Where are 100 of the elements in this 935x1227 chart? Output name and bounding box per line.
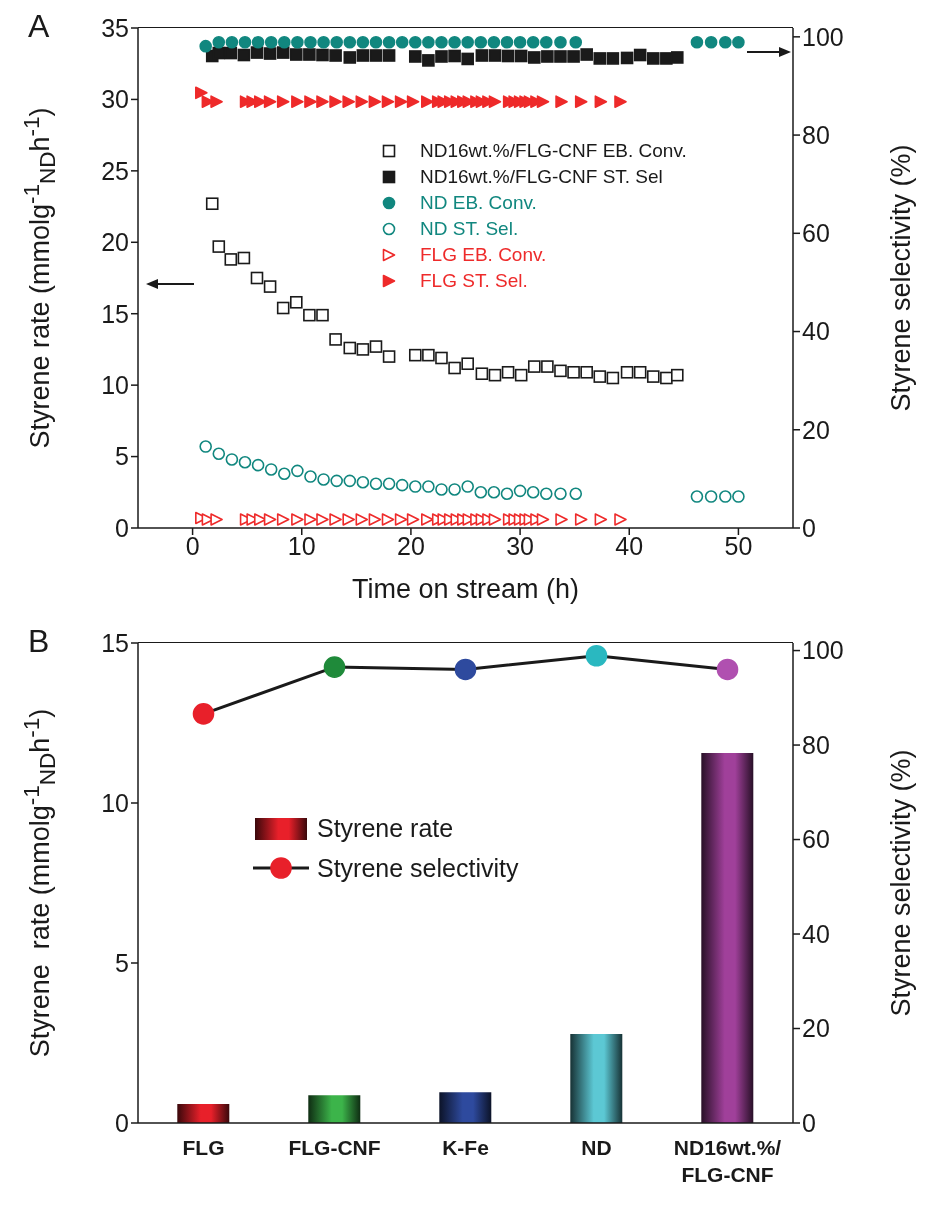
point [420,513,434,526]
y-tick-label: 35 [101,13,129,42]
y-tick-label: 5 [115,442,129,471]
point [192,703,215,725]
point [276,301,290,315]
chart-title: A [28,8,50,44]
bar [701,753,754,1123]
point [422,348,435,362]
point [381,95,395,108]
point [329,95,342,108]
point [210,513,223,526]
point [501,365,515,379]
y-tick-label: 5 [115,948,129,977]
point [304,470,317,483]
point [369,477,383,491]
point [382,35,396,49]
point [435,35,448,49]
point [289,48,303,61]
point [225,35,239,49]
point [435,483,448,496]
point [237,251,251,265]
point [212,35,226,49]
point [224,253,238,266]
x-tick-label: K-Fe [442,1136,489,1159]
point [420,95,434,108]
point [199,440,212,453]
point [238,35,252,49]
point [569,487,583,501]
point [395,35,409,49]
point [263,47,277,60]
point [408,480,422,493]
point [330,474,343,488]
point [732,35,745,49]
point [704,35,718,49]
point [382,477,396,491]
bar [439,1092,492,1123]
point [474,485,488,499]
y2-tick-label: 20 [802,1014,830,1043]
x-tick-label: ND16wt.%/FLG-CNF [673,1136,782,1186]
point [238,455,252,469]
point [501,49,515,63]
point [303,48,316,61]
point [554,50,567,63]
y-tick-label: 15 [101,628,129,657]
x-tick-label: 30 [506,531,534,560]
point [475,367,489,381]
point [368,513,382,526]
point [474,35,488,49]
point [526,485,540,499]
point [195,86,208,100]
point [488,49,502,62]
point [555,513,568,526]
y2-tick-label: 100 [802,636,844,665]
point [316,48,329,62]
point [574,95,588,108]
point [251,35,265,49]
point [277,467,291,481]
point [454,658,477,681]
point [487,485,501,499]
point [670,368,684,382]
bar [570,1034,623,1123]
point [593,370,607,383]
point [343,341,357,355]
point [448,49,461,63]
point [574,513,588,526]
point [289,295,303,309]
point [719,490,732,503]
point [329,49,342,62]
x-tick-label: FLG [182,1136,225,1159]
chart-title: B [28,623,50,659]
point [567,365,580,379]
point [264,463,278,476]
point [329,333,342,346]
y2-tick-label: 60 [802,825,830,854]
y2-tick-label: 100 [802,22,844,51]
y2-tick-label: 20 [802,415,830,444]
point [237,48,251,62]
point [276,513,290,526]
point [382,49,396,62]
legend-label: ND EB. Conv. [420,192,537,213]
point [554,487,567,501]
point [264,35,278,49]
point [422,480,435,493]
bar [177,1104,230,1123]
x-tick-label: 40 [615,531,644,560]
point [536,95,550,108]
y-tick-label: 25 [101,156,129,185]
point [620,51,634,65]
point [719,35,732,49]
point [690,490,704,503]
point [291,513,304,526]
point [513,35,527,49]
x-tick-label: 20 [397,531,425,560]
point [369,49,383,62]
point [276,95,290,108]
point [422,35,435,49]
point [356,343,370,356]
point [461,480,474,493]
y-tick-label: 15 [101,299,129,328]
point [732,490,745,503]
